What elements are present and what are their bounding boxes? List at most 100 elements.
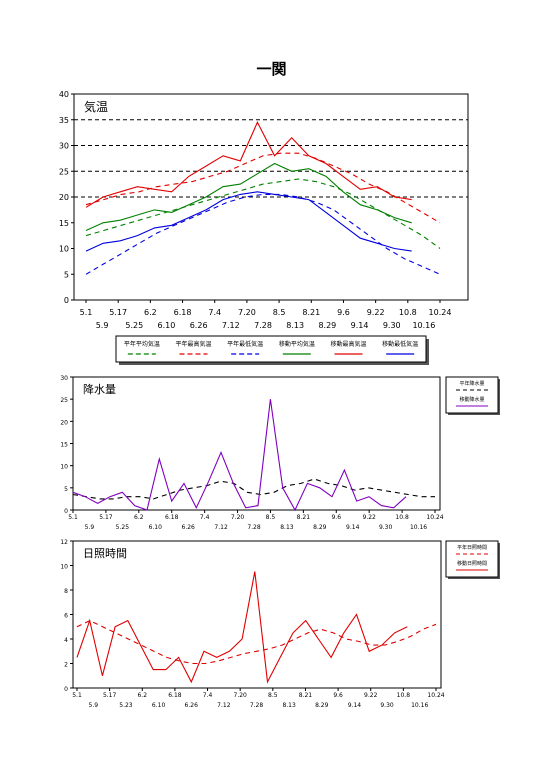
x-tick-label: 9.22 [367, 308, 385, 317]
x-tick-label: 7.4 [200, 514, 210, 521]
x-tick-label: 6.10 [158, 321, 176, 330]
series-line [72, 478, 435, 500]
x-tick-label: 7.28 [247, 524, 261, 531]
x-tick-label: 8.5 [273, 308, 286, 317]
x-tick-label: 8.21 [302, 308, 320, 317]
x-tick-label: 5.1 [72, 692, 82, 699]
plot-frame [72, 540, 442, 689]
page-title: 一関 [256, 60, 287, 78]
x-tick-label: 5.1 [68, 514, 78, 521]
x-tick-label: 5.9 [89, 702, 99, 709]
x-tick-label: 8.13 [286, 321, 304, 330]
x-tick-label: 6.26 [182, 524, 196, 531]
y-tick-label: 25 [59, 167, 69, 176]
x-tick-label: 6.10 [149, 524, 163, 531]
x-tick-label: 5.17 [109, 308, 127, 317]
x-tick-label: 9.30 [383, 321, 401, 330]
y-tick-label: 2 [64, 662, 68, 669]
x-tick-label: 5.25 [125, 321, 143, 330]
y-tick-label: 0 [64, 686, 68, 693]
x-tick-label: 10.16 [410, 524, 427, 531]
y-tick-label: 40 [59, 90, 69, 99]
x-tick-label: 7.28 [250, 702, 264, 709]
x-tick-label: 9.6 [337, 308, 350, 317]
chart-title: 気温 [84, 99, 108, 114]
x-tick-label: 9.14 [348, 702, 362, 709]
legend-label: 平年最低気温 [227, 340, 263, 348]
x-tick-label: 10.16 [412, 321, 435, 330]
x-tick-label: 6.26 [185, 702, 199, 709]
x-tick-label: 8.29 [313, 524, 327, 531]
x-tick-label: 9.22 [363, 514, 377, 521]
y-tick-label: 20 [59, 193, 69, 202]
x-tick-label: 6.26 [190, 321, 208, 330]
x-tick-label: 10.8 [397, 692, 411, 699]
x-tick-label: 7.12 [217, 702, 231, 709]
x-tick-label: 7.28 [254, 321, 272, 330]
x-tick-label: 5.9 [96, 321, 109, 330]
x-tick-label: 8.21 [299, 692, 313, 699]
series-line [85, 162, 412, 232]
legend-box [115, 335, 427, 363]
y-tick-label: 5 [64, 270, 69, 279]
x-tick-label: 8.5 [266, 514, 276, 521]
x-tick-label: 8.13 [280, 524, 294, 531]
x-tick-label: 8.29 [318, 321, 336, 330]
x-tick-label: 10.24 [427, 692, 444, 699]
x-tick-label: 8.13 [282, 702, 296, 709]
y-tick-label: 25 [60, 397, 68, 404]
y-tick-label: 10 [60, 564, 68, 571]
x-tick-label: 6.18 [165, 514, 179, 521]
y-tick-label: 12 [60, 539, 68, 546]
legend-label: 平年最高気温 [175, 340, 211, 348]
legend-box [445, 376, 499, 414]
x-tick-label: 5.23 [119, 702, 133, 709]
series-line [76, 571, 408, 684]
x-tick-label: 9.6 [331, 514, 341, 521]
y-tick-label: 30 [59, 142, 69, 151]
x-tick-label: 9.6 [333, 692, 343, 699]
x-tick-label: 7.20 [234, 692, 248, 699]
x-tick-label: 7.20 [231, 514, 245, 521]
y-tick-label: 10 [60, 464, 68, 471]
x-tick-label: 9.30 [379, 524, 393, 531]
plot-frame [72, 376, 441, 511]
x-tick-label: 8.5 [268, 692, 278, 699]
x-tick-label: 5.1 [80, 308, 93, 317]
legend-label: 移動降水量 [459, 396, 484, 403]
y-tick-label: 5 [64, 486, 68, 493]
legend-label: 移動平均気温 [279, 340, 315, 348]
x-tick-label: 9.30 [380, 702, 394, 709]
y-tick-label: 15 [60, 442, 68, 449]
legend-box [445, 540, 499, 578]
x-tick-label: 5.17 [103, 692, 117, 699]
x-tick-label: 9.14 [346, 524, 360, 531]
chart-title: 降水量 [83, 382, 116, 396]
x-tick-label: 5.9 [85, 524, 95, 531]
x-tick-label: 5.25 [116, 524, 130, 531]
chart-title: 日照時間 [83, 547, 127, 560]
x-tick-label: 10.16 [411, 702, 428, 709]
y-tick-label: 30 [60, 375, 68, 382]
y-tick-label: 0 [64, 508, 68, 515]
y-tick-label: 6 [64, 613, 68, 620]
series-line [85, 121, 412, 208]
y-tick-label: 15 [59, 219, 69, 228]
x-tick-label: 8.21 [297, 514, 311, 521]
legend-label: 平年平均気温 [124, 340, 160, 348]
x-tick-label: 8.29 [315, 702, 329, 709]
x-tick-label: 10.24 [426, 514, 443, 521]
y-tick-label: 4 [64, 637, 68, 644]
x-tick-label: 6.2 [144, 308, 157, 317]
legend-label: 移動最低気温 [382, 340, 418, 348]
x-tick-label: 9.14 [351, 321, 369, 330]
x-tick-label: 6.2 [134, 514, 144, 521]
x-tick-label: 7.4 [208, 308, 221, 317]
x-tick-label: 7.4 [203, 692, 213, 699]
legend-label: 移動日照時間 [457, 560, 487, 567]
legend-label: 移動最高気温 [330, 340, 366, 348]
legend-label: 平年日照時間 [457, 544, 487, 551]
x-tick-label: 10.8 [395, 514, 409, 521]
y-tick-label: 0 [64, 296, 69, 305]
